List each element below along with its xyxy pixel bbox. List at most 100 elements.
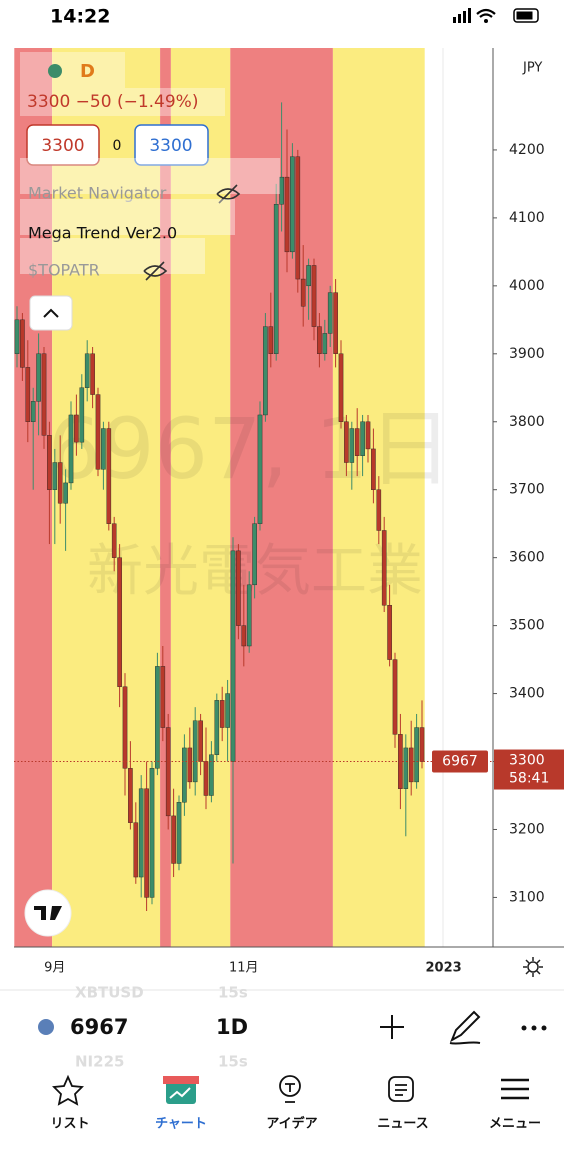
candle-body [187, 747, 193, 783]
candle-body [68, 414, 74, 484]
draw-button[interactable] [449, 1010, 481, 1045]
candle-body [338, 353, 344, 422]
candle-body [365, 421, 371, 450]
ghost-symbol: XBTUSD [75, 984, 144, 1002]
watermark: 6967, 1日 [48, 400, 453, 498]
tab-label[interactable]: メニュー [489, 1117, 541, 1132]
symbol[interactable]: 6967 [70, 1015, 128, 1039]
candle-body [214, 700, 220, 755]
x-tick-label: 2023 [426, 961, 462, 976]
candle-body [47, 435, 52, 490]
candle-body [171, 815, 176, 864]
candle-body [122, 686, 128, 769]
candle-body [317, 326, 322, 354]
currency[interactable]: JPY [522, 61, 542, 76]
y-tick-label: 3600 [509, 550, 545, 566]
candle-body [392, 659, 398, 735]
legend-bg [20, 199, 235, 235]
candle-body [160, 666, 166, 728]
candle-body [106, 428, 112, 524]
candle-body [203, 761, 209, 796]
tab-bar [52, 1074, 529, 1106]
candle-body [295, 156, 301, 280]
candle-body [263, 326, 268, 416]
more-button[interactable] [521, 1025, 547, 1031]
candle-body [90, 353, 95, 395]
status-time: 14:22 [50, 6, 110, 28]
tab-label[interactable]: ニュース [377, 1117, 428, 1132]
candle-body [300, 278, 306, 307]
candle-body [354, 428, 360, 456]
candle-body [252, 523, 257, 586]
logo[interactable] [24, 889, 72, 937]
hidden-icon[interactable] [216, 184, 241, 204]
y-tick-label: 4200 [509, 142, 545, 158]
candle-body [376, 489, 382, 531]
collapse-arrow [43, 308, 59, 318]
tab-label[interactable]: チャート [155, 1117, 207, 1132]
candle-body [344, 421, 349, 463]
candle-body [165, 727, 171, 817]
y-tick-label: 4000 [509, 278, 545, 294]
status-icons [453, 8, 539, 23]
y-tick-label: 3700 [509, 482, 545, 498]
y-tick-label: 3900 [509, 346, 545, 362]
candle-body [25, 367, 31, 422]
y-tick-label: 3400 [509, 686, 545, 702]
candle-body [155, 666, 160, 769]
ghost-interval: 15s [218, 1053, 248, 1071]
collapse-button[interactable] [29, 295, 73, 331]
bid-button[interactable] [26, 124, 100, 166]
candle-body [117, 557, 122, 687]
candle-body [149, 768, 155, 898]
last-tag: 6967 [442, 754, 478, 770]
countdown: 58:41 [509, 771, 549, 787]
quote: 3300 −50 (−1.49%) [27, 92, 198, 112]
legend: D 3300 −50 (−1.49%) 3300 0 3300 Market Naviga… [20, 52, 280, 331]
candle-body [79, 387, 85, 443]
indicator-name[interactable]: $TOPATR [28, 261, 100, 280]
interval: D [80, 61, 95, 82]
candle-body [57, 462, 63, 504]
add-button[interactable] [380, 1015, 404, 1039]
candle-body [268, 326, 274, 354]
indicator-name[interactable]: Market Navigator [28, 184, 167, 203]
price-label: 3300 [509, 753, 545, 769]
zone [170, 48, 231, 947]
candle-body [192, 720, 198, 783]
y-tick-label: 3100 [509, 889, 545, 905]
legend-bg [20, 158, 280, 194]
y-tick-label: 3200 [509, 821, 545, 837]
candle-body [138, 788, 144, 878]
candle-body [20, 319, 25, 368]
ghost-symbol: NI225 [75, 1053, 124, 1071]
hidden-icon[interactable] [143, 261, 168, 281]
tab-label[interactable]: アイデア [266, 1116, 317, 1132]
candle-body [360, 421, 365, 456]
indicator-name[interactable]: Mega Trend Ver2.0 [28, 224, 177, 243]
legend-bg [20, 52, 125, 88]
y-tick-label: 4100 [509, 210, 545, 226]
candle-body [14, 319, 20, 354]
candle-body [176, 802, 182, 864]
x-tick-label: 9月 [44, 961, 65, 976]
candle-body [311, 265, 317, 327]
candle-body [36, 353, 41, 402]
interval[interactable]: 1D [216, 1015, 248, 1039]
candle-body [408, 747, 414, 783]
legend-bg [20, 88, 225, 116]
candle-body [279, 176, 284, 205]
candle-body [387, 605, 392, 660]
ask: 3300 [149, 136, 192, 156]
candle-body [403, 747, 409, 789]
candle-body [63, 482, 68, 504]
candle-body [230, 550, 236, 762]
tab-label[interactable]: リスト [50, 1117, 89, 1132]
settings-icon[interactable] [523, 957, 543, 977]
ghost-interval: 15s [218, 984, 248, 1002]
ask-button[interactable] [134, 124, 209, 166]
candle-body [133, 822, 139, 878]
candle-body [101, 428, 106, 470]
